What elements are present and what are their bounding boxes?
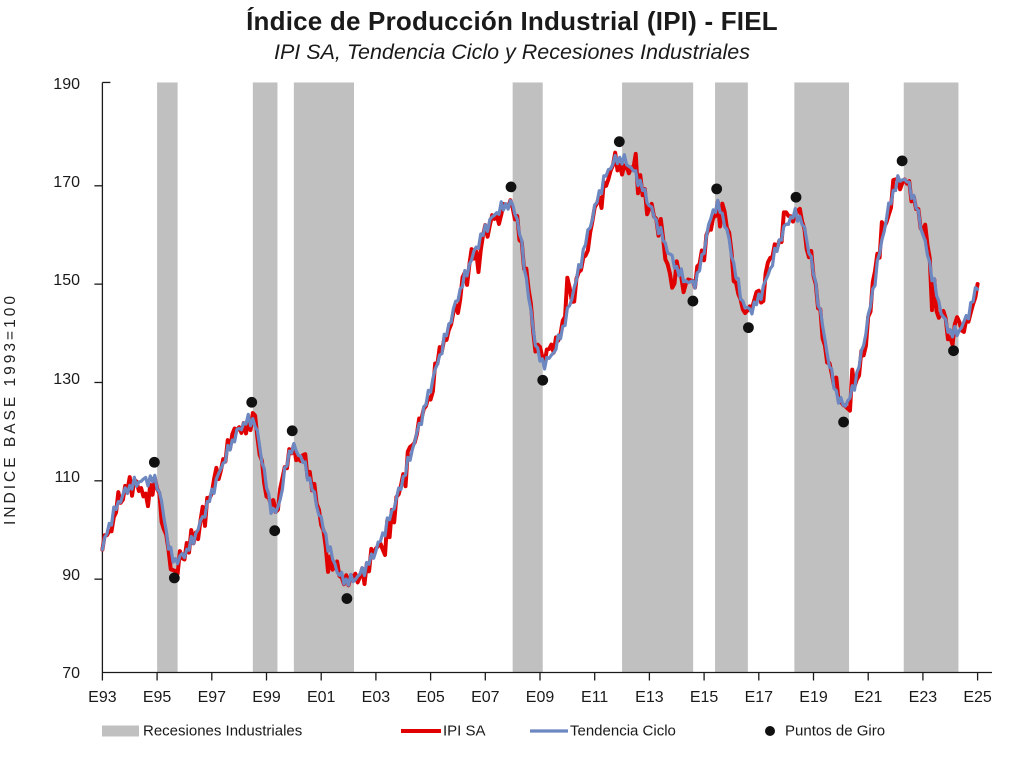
svg-text:E13: E13: [635, 689, 664, 706]
svg-text:E25: E25: [963, 689, 992, 706]
svg-text:E01: E01: [307, 689, 336, 706]
svg-text:170: 170: [53, 174, 80, 191]
svg-text:90: 90: [62, 567, 80, 584]
svg-text:110: 110: [54, 469, 80, 486]
svg-text:E97: E97: [198, 689, 227, 706]
svg-text:E17: E17: [745, 689, 774, 706]
svg-text:IPI SA: IPI SA: [443, 723, 486, 740]
svg-text:Tendencia Ciclo: Tendencia Ciclo: [570, 723, 676, 740]
svg-text:190: 190: [53, 76, 80, 93]
svg-text:70: 70: [62, 665, 80, 682]
svg-text:150: 150: [53, 272, 80, 289]
svg-text:E05: E05: [416, 689, 445, 706]
svg-text:E15: E15: [690, 689, 719, 706]
svg-text:Recesiones Industriales: Recesiones Industriales: [143, 723, 302, 740]
svg-text:E03: E03: [362, 689, 391, 706]
svg-text:E07: E07: [471, 689, 500, 706]
svg-text:E11: E11: [581, 689, 608, 706]
svg-text:E19: E19: [799, 689, 828, 706]
svg-text:E23: E23: [909, 689, 938, 706]
svg-text:Puntos de Giro: Puntos de Giro: [785, 723, 885, 740]
svg-text:E21: E21: [854, 689, 883, 706]
svg-text:130: 130: [53, 371, 80, 388]
svg-text:E99: E99: [252, 689, 281, 706]
svg-text:E09: E09: [526, 689, 555, 706]
svg-text:E93: E93: [88, 689, 117, 706]
svg-text:E95: E95: [143, 689, 172, 706]
